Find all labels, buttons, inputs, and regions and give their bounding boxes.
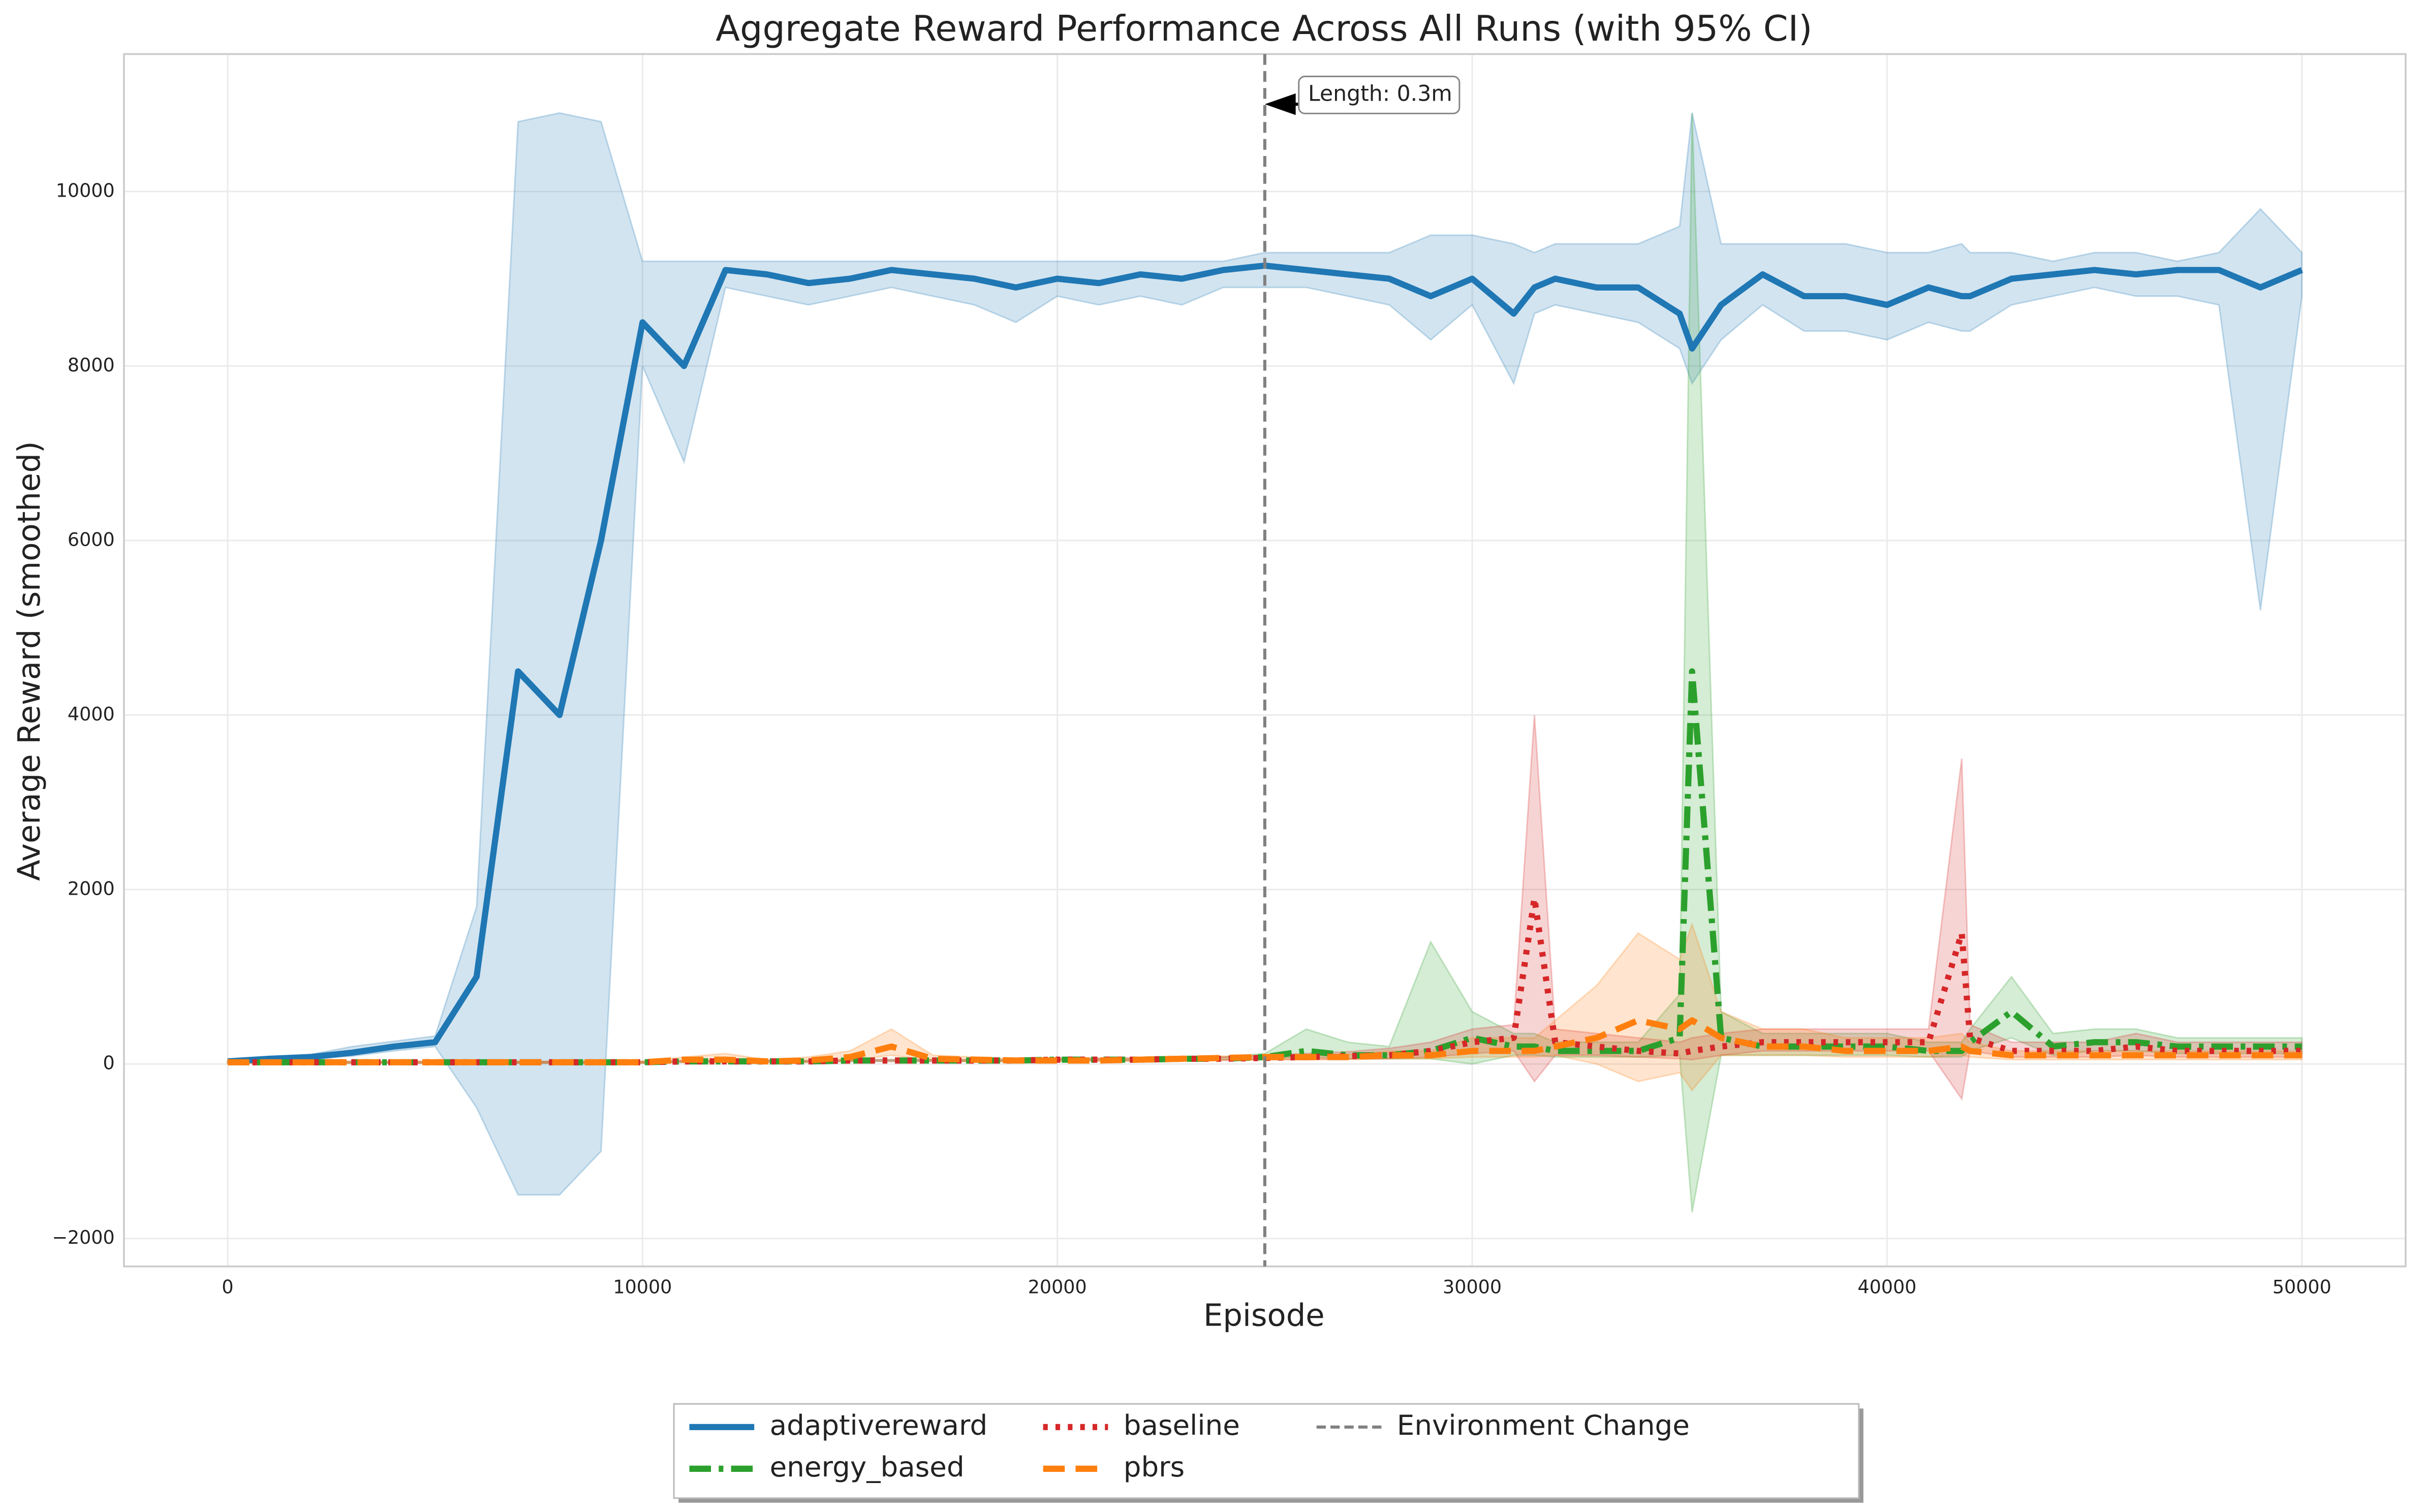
x-tick-label: 0 <box>222 1276 233 1298</box>
x-axis-label: Episode <box>1203 1298 1325 1334</box>
x-tick-label: 30000 <box>1443 1276 1502 1298</box>
legend-label: Environment Change <box>1397 1409 1690 1441</box>
legend-box <box>673 1403 1860 1499</box>
y-axis-label: Average Reward (smoothed) <box>12 441 47 881</box>
annotation-box <box>1298 75 1461 114</box>
ci-band <box>227 112 2303 1196</box>
x-tick-label: 40000 <box>1857 1276 1916 1298</box>
legend-label: energy_based <box>770 1451 965 1483</box>
y-tick-label: 4000 <box>68 703 115 725</box>
annotation-arrow <box>1264 93 1296 115</box>
legend-label: baseline <box>1124 1409 1240 1441</box>
x-tick-label: 10000 <box>613 1276 672 1298</box>
series-line <box>228 1017 2302 1065</box>
annotation-text: Length: 0.3m <box>1308 81 1452 106</box>
series-line <box>228 895 2302 1065</box>
chart-title: Aggregate Reward Performance Across All … <box>716 8 1812 49</box>
x-tick-label: 50000 <box>2273 1276 2332 1298</box>
y-tick-label: 8000 <box>68 354 115 376</box>
legend-label: adaptivereward <box>770 1409 988 1441</box>
y-tick-label: 10000 <box>56 179 115 201</box>
y-tick-label: −2000 <box>52 1226 114 1248</box>
y-tick-label: 0 <box>103 1052 115 1074</box>
series-line <box>227 262 2304 1065</box>
x-tick-label: 20000 <box>1028 1276 1087 1298</box>
y-tick-label: 6000 <box>68 528 115 550</box>
y-tick-label: 2000 <box>68 877 115 899</box>
legend-label: pbrs <box>1124 1451 1185 1483</box>
